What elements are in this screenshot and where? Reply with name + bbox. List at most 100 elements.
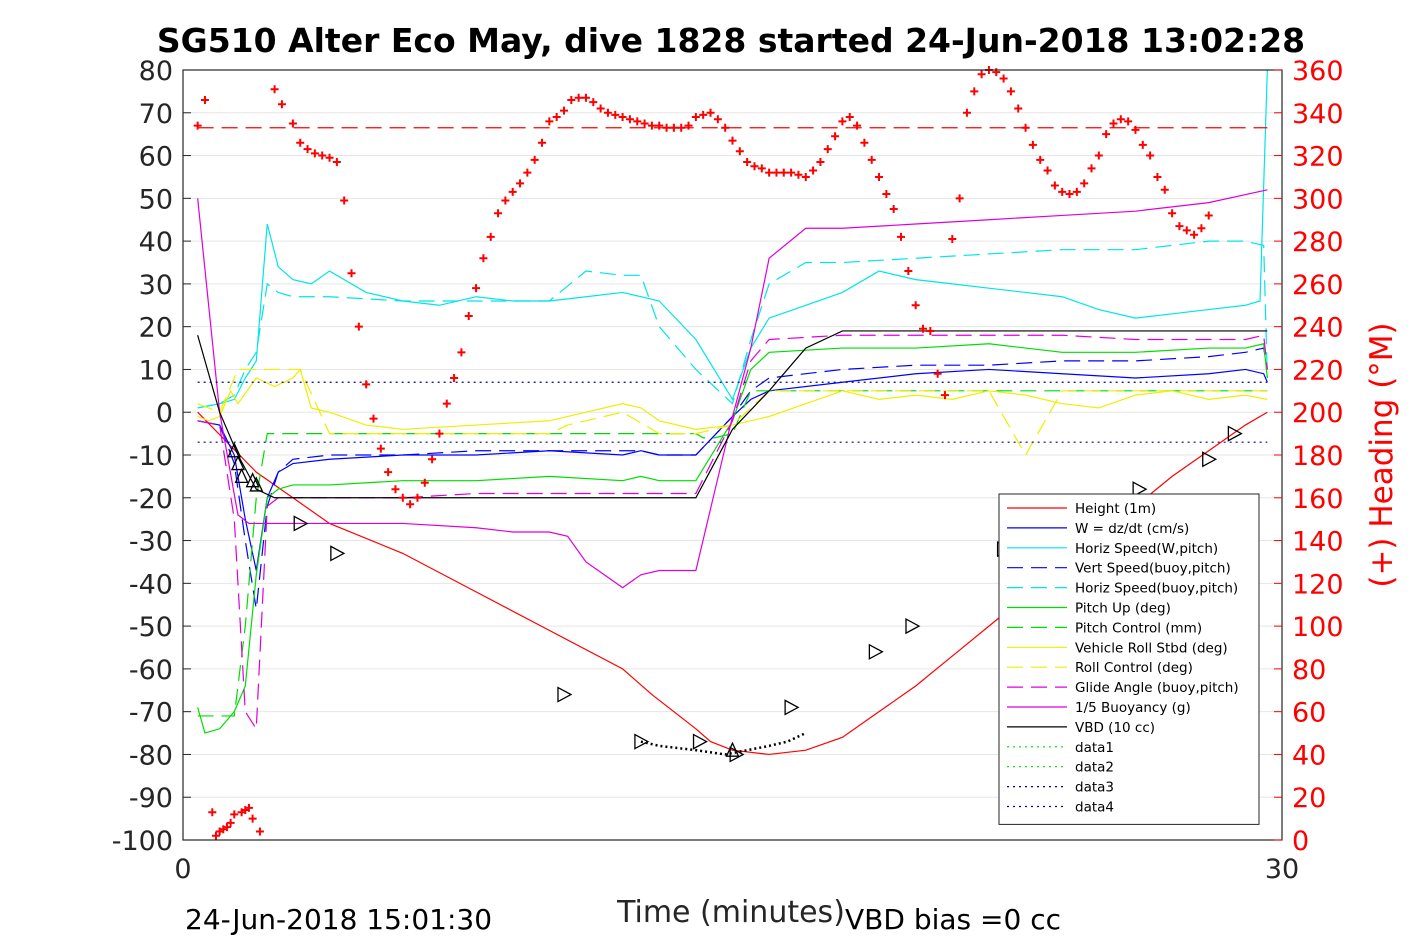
y-right-tick-label: 320: [1292, 142, 1344, 173]
heading-point: [428, 455, 437, 464]
heading-point: [875, 172, 884, 181]
heading-point: [347, 269, 356, 278]
heading-point: [310, 149, 319, 158]
heading-point: [721, 123, 730, 132]
height-marker: [1227, 425, 1243, 442]
heading-point: [911, 301, 920, 310]
legend-label: data3: [1075, 780, 1114, 796]
y-tick-label: 30: [139, 270, 173, 301]
heading-point: [193, 121, 202, 130]
legend-box: [998, 493, 1260, 825]
heading-point: [420, 478, 429, 487]
y-axis-left: 80 70 60 50 40 30 20 10 0 -10 -20 -30 -40 -50 -60 -70 -8…: [112, 56, 191, 857]
legend-label: Vert Speed(buoy,pitch): [1075, 561, 1231, 577]
heading-point: [332, 157, 341, 166]
y-tick-label: -10: [129, 441, 173, 472]
heading-point: [501, 196, 510, 205]
heading-point: [303, 145, 312, 154]
heading-point: [779, 168, 788, 177]
heading-point: [831, 132, 840, 141]
heading-point: [1131, 125, 1140, 134]
heading-point: [845, 113, 854, 122]
heading-point: [655, 121, 664, 130]
heading-point: [933, 369, 942, 378]
heading-point: [545, 117, 554, 126]
height-marker: [227, 442, 242, 458]
heading-point: [699, 110, 708, 119]
heading-point: [340, 196, 349, 205]
heading-point: [926, 326, 935, 335]
heading-point: [318, 151, 327, 160]
heading-point: [457, 348, 466, 357]
heading-point: [970, 87, 979, 96]
y-right-tick-label: 0: [1292, 826, 1309, 857]
legend-label: data2: [1075, 760, 1114, 776]
heading-point: [222, 823, 231, 832]
heading-point: [1138, 140, 1147, 149]
heading-point: [464, 311, 473, 320]
height-marker: [330, 545, 346, 562]
heading-point: [508, 187, 517, 196]
y-right-tick-label: 280: [1292, 227, 1344, 258]
heading-point: [208, 808, 217, 817]
legend: Height (1m) W = dz/dt (cm/s) Horiz Speed(W…: [998, 493, 1260, 825]
heading-point: [794, 170, 803, 179]
series-line-2: [197, 69, 1268, 409]
y-tick-label: -30: [129, 527, 173, 558]
y-right-tick-label: 140: [1292, 527, 1344, 558]
y-right-tick-label: 160: [1292, 484, 1344, 515]
height-marker: [249, 476, 264, 492]
height-marker: [1202, 451, 1218, 468]
y-right-tick-label: 340: [1292, 99, 1344, 130]
y-tick-label: 10: [139, 355, 173, 386]
height-marker: [692, 733, 708, 750]
heading-point: [618, 113, 627, 122]
heading-point: [435, 429, 444, 438]
heading-point: [611, 110, 620, 119]
heading-point: [472, 284, 481, 293]
heading-point: [772, 168, 781, 177]
series-line-3: [197, 347, 1268, 610]
heading-point: [904, 267, 913, 276]
heading-point: [248, 814, 257, 823]
legend-label: Horiz Speed(W,pitch): [1075, 541, 1218, 557]
heading-point: [1072, 187, 1081, 196]
heading-point: [530, 155, 539, 164]
heading-point: [1160, 185, 1169, 194]
heading-point: [1028, 140, 1037, 149]
heading-point: [486, 232, 495, 241]
legend-label: data4: [1075, 800, 1114, 816]
heading-point: [809, 166, 818, 175]
heading-point: [523, 168, 532, 177]
heading-point: [757, 164, 766, 173]
heading-point: [1190, 230, 1199, 239]
heading-point: [384, 468, 393, 477]
y-right-tick-label: 180: [1292, 441, 1344, 472]
heading-point: [1006, 87, 1015, 96]
legend-label: Vehicle Roll Stbd (deg): [1075, 640, 1228, 656]
footer-timestamp: 24-Jun-2018 15:01:30: [185, 903, 492, 936]
series-line-4: [197, 240, 1268, 409]
heading-point: [918, 324, 927, 333]
y-tick-label: 0: [156, 398, 173, 429]
heading-point: [1065, 190, 1074, 199]
heading-point: [1043, 166, 1052, 175]
height-marker: [234, 467, 249, 484]
heading-point: [787, 168, 796, 177]
y-axis-right-label: (+) Heading (°M): [1364, 322, 1400, 587]
y-right-tick-label: 60: [1292, 698, 1326, 729]
heading-point: [442, 399, 451, 408]
heading-point: [479, 254, 488, 263]
heading-point: [860, 138, 869, 147]
legend-label: Height (1m): [1075, 501, 1156, 517]
heading-point: [244, 803, 253, 812]
y-tick-label: 20: [139, 313, 173, 344]
heading-point: [494, 209, 503, 218]
heading-point: [369, 414, 378, 423]
x-tick-label: 30: [1265, 854, 1299, 885]
heading-point: [288, 119, 297, 128]
heading-point: [296, 138, 305, 147]
heading-point: [955, 194, 964, 203]
heading-point: [376, 444, 385, 453]
heading-point: [1058, 187, 1067, 196]
